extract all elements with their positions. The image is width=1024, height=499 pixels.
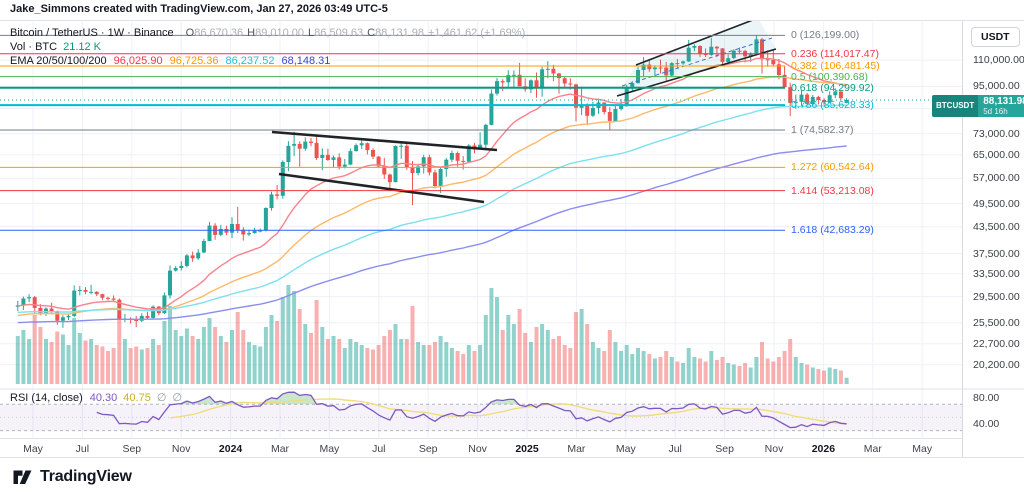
time-axis-tick: Sep (122, 443, 142, 455)
low-value: 86,509.63 (314, 27, 364, 39)
price-axis-tick: 37,500.00 (973, 247, 1020, 260)
time-axis-tick: Jul (668, 443, 682, 455)
price-axis-tick: 22,700.00 (973, 337, 1020, 350)
rsi-overbought-fill (96, 392, 847, 405)
rsi-axis-tick: 40.00 (973, 417, 1000, 430)
symbol-legend[interactable]: Bitcoin / TetherUS · 1W · Binance O86,670… (10, 26, 525, 68)
trend-channel-2024[interactable] (271, 130, 498, 204)
tradingview-logo-icon (13, 470, 32, 484)
time-axis-tick: 2026 (811, 443, 836, 455)
time-axis-tick: May (23, 443, 43, 455)
chart-container[interactable]: Bitcoin / TetherUS · 1W · Binance O86,670… (0, 20, 1024, 458)
ema-label: EMA 20/50/100/200 (10, 55, 107, 67)
fib-label: 0.382 (106,481.45) (791, 59, 880, 72)
time-axis-tick: Nov (764, 443, 784, 455)
ema-value: 96,725.36 (169, 55, 219, 67)
price-axis-tick: 95,000.00 (973, 80, 1020, 93)
badge-price-box: 88,131.98 5d 16h (978, 94, 1024, 117)
rsi-hidden-value-icon: ∅ (172, 392, 182, 404)
time-axis-tick: Jul (372, 443, 386, 455)
symbol-title[interactable]: Bitcoin / TetherUS · 1W · Binance (10, 27, 174, 39)
ema-values: 96,025.90 96,725.36 86,237.52 68,148.31 (107, 55, 331, 67)
time-axis-tick: May (912, 443, 933, 455)
ema-row[interactable]: EMA 20/50/100/200 96,025.90 96,725.36 86,23… (10, 54, 525, 68)
close-label: C (367, 27, 376, 39)
price-axis-tick: 49,500.00 (973, 197, 1020, 210)
price-axis-tick: 29,500.00 (973, 290, 1020, 303)
fib-label: 1.618 (42,683.29) (791, 224, 874, 237)
badge-countdown: 5d 16h (983, 106, 1008, 116)
volume-label: Vol · BTC (10, 41, 58, 53)
fib-label: 1.272 (60,542.64) (791, 161, 874, 174)
fib-label: 0.5 (100,390.68) (791, 70, 869, 83)
fib-label: 0.236 (114,017.47) (791, 47, 879, 60)
candles (15, 35, 849, 328)
currency-button[interactable]: USDT (971, 27, 1020, 47)
price-axis-tick: 43,500.00 (973, 220, 1020, 233)
price-axis[interactable]: USDT 110,000.00 95,000.00 73,000.00 65,000.… (932, 21, 1024, 457)
time-axis-tick: Mar (270, 443, 290, 455)
volume-row[interactable]: Vol · BTC 21.12 K (10, 40, 525, 54)
time-axis-tick: Jul (75, 443, 90, 455)
high-value: 89,010.00 (255, 27, 305, 39)
time-axis-tick: 2025 (515, 443, 539, 455)
ema-value: 86,237.52 (225, 55, 275, 67)
symbol-row[interactable]: Bitcoin / TetherUS · 1W · Binance O86,670… (10, 26, 525, 40)
grid-horizontal (0, 59, 962, 366)
ema-value: 96,025.90 (113, 55, 163, 67)
trend-channel-2025[interactable] (616, 21, 777, 97)
time-axis-tick: Nov (468, 443, 487, 455)
fib-retracement-lines[interactable] (0, 34, 785, 231)
fib-label: 0.786 (85,628.33) (791, 99, 874, 112)
time-axis-tick: May (615, 443, 636, 455)
rsi-hidden-value-icon: ∅ (156, 392, 167, 404)
time-axis-tick: Sep (715, 443, 734, 455)
time-axis-tick: Nov (171, 443, 191, 455)
open-label: O (185, 27, 195, 39)
attribution-text: Jake_Simmons created with TradingView.co… (10, 3, 388, 15)
price-axis-tick: 25,500.00 (973, 316, 1020, 329)
price-axis-tick: 20,200.00 (973, 358, 1020, 371)
logo-text: TradingView (40, 467, 132, 485)
chart-canvas[interactable] (0, 21, 1024, 457)
time-axis-tick: May (319, 443, 340, 455)
badge-symbol: BTCUSDT (932, 94, 979, 117)
rsi-value: 40.30 (89, 392, 118, 404)
rsi-band (0, 403, 962, 432)
rsi-line (96, 391, 847, 429)
badge-price: 88,131.98 (983, 95, 1024, 107)
time-axis[interactable]: May Jul Sep Nov 2024 Mar May Jul Sep Nov 2025 Mar Ma… (0, 438, 962, 458)
volume-bars (15, 285, 849, 384)
price-axis-tick: 73,000.00 (973, 127, 1020, 140)
close-value: 88,131.98 (375, 27, 424, 39)
volume-value: 21.12 K (63, 41, 101, 53)
fib-label: 0.618 (94,299.92) (791, 81, 874, 94)
low-label: L (308, 27, 315, 39)
ema-value: 68,148.31 (281, 55, 331, 67)
fib-label: 1.414 (53,213.08) (791, 184, 874, 197)
rsi-title: RSI (14, close) (10, 392, 83, 404)
rsi-legend[interactable]: RSI (14, close) 40.30 40.75 ∅ ∅ (10, 391, 182, 405)
fib-label: 0 (126,199.00) (791, 29, 860, 42)
rsi-ma-value: 40.75 (123, 392, 151, 404)
open-value: 86,670.36 (194, 27, 244, 39)
rsi-ma-line (169, 398, 847, 425)
time-axis-tick: Sep (418, 443, 438, 455)
tradingview-logo[interactable]: TradingView (12, 466, 132, 487)
price-axis-tick: 110,000.00 (973, 54, 1024, 67)
symbol-price-badge: BTCUSDT 88,131.98 5d 16h (932, 94, 1024, 117)
fib-label: 1 (74,582.37) (791, 123, 854, 136)
price-axis-tick: 65,000.00 (973, 148, 1020, 161)
high-label: H (247, 27, 256, 39)
price-axis-tick: 33,500.00 (973, 267, 1020, 280)
price-axis-tick: 57,000.00 (973, 172, 1020, 185)
time-axis-tick: 2024 (218, 443, 243, 455)
rsi-axis-tick: 80.00 (973, 391, 1000, 404)
time-axis-tick: Mar (567, 443, 586, 455)
change-value: +1,461.62 (+1.69%) (428, 27, 526, 39)
time-axis-tick: Mar (863, 443, 882, 455)
